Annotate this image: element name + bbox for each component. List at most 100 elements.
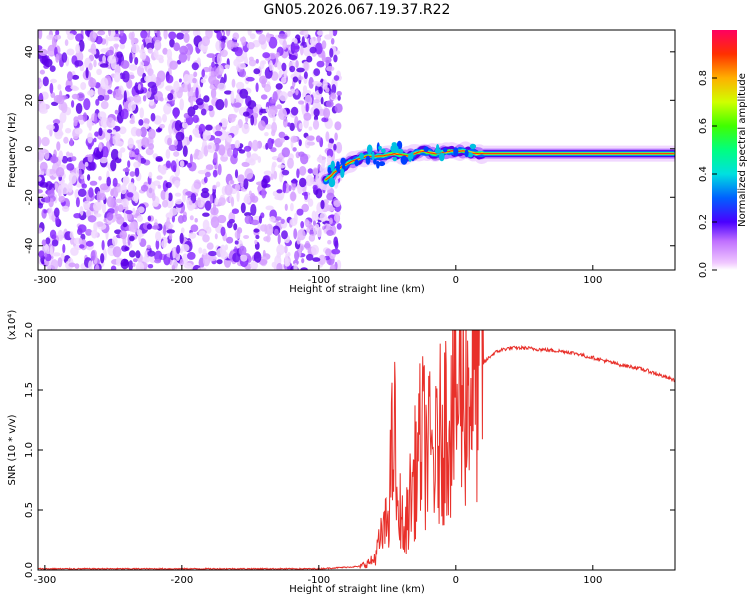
noise-blob: [98, 127, 103, 137]
noise-blob: [212, 202, 217, 214]
snr-panel: -300 -200 -100 0 100 0.0 0.5 1.0 1.5 2.0 Height …: [7, 310, 676, 595]
noise-blob: [82, 112, 88, 122]
noise-blob: [243, 145, 252, 152]
noise-blob: [140, 126, 147, 138]
noise-blob: [209, 194, 214, 205]
noise-blob: [306, 141, 315, 146]
noise-blob: [293, 262, 298, 270]
top-x-ticks: -300 -200 -100 0 100: [33, 265, 602, 286]
noise-blob: [274, 228, 279, 237]
noise-blob: [133, 161, 141, 169]
ridge-speckle: [373, 159, 377, 165]
noise-blob: [106, 212, 114, 221]
noise-blob: [243, 196, 251, 204]
noise-blob: [220, 49, 228, 58]
noise-blob: [327, 142, 333, 149]
y-multiplier-label: (x10⁴): [7, 310, 18, 341]
noise-blob: [287, 252, 291, 257]
noise-blob: [162, 113, 167, 123]
x-tick-label: -200: [170, 275, 193, 286]
noise-blob: [146, 223, 153, 230]
noise-blob: [284, 245, 288, 254]
noise-blob: [239, 36, 247, 43]
noise-blob: [250, 203, 257, 216]
noise-blob: [275, 52, 280, 58]
noise-blob: [192, 127, 200, 136]
noise-blob: [224, 184, 233, 196]
noise-blob: [305, 102, 309, 113]
noise-blob: [176, 244, 181, 254]
noise-blob: [165, 160, 171, 169]
noise-blob: [233, 102, 242, 108]
y-tick-label: 1.0: [24, 442, 35, 458]
noise-blob: [215, 124, 222, 132]
bottom-y-ticks: 0.0 0.5 1.0 1.5 2.0: [24, 322, 675, 578]
y-tick-label: 0.0: [24, 562, 35, 578]
noise-blob: [100, 77, 109, 90]
noise-blob: [175, 199, 183, 205]
noise-blob: [107, 89, 113, 95]
noise-blob: [329, 30, 334, 38]
noise-blob: [133, 193, 139, 204]
chart-title: GN05.2026.067.19.37.R22: [264, 2, 451, 18]
noise-blob: [318, 254, 327, 265]
noise-blob: [259, 60, 265, 70]
noise-blob: [107, 55, 117, 64]
noise-blob: [276, 244, 285, 256]
noise-blob: [312, 119, 320, 130]
noise-blob: [126, 192, 134, 198]
noise-blob: [197, 197, 201, 207]
noise-blob: [330, 92, 337, 100]
x-tick-label: -300: [33, 275, 56, 286]
noise-blob: [335, 141, 343, 154]
noise-blob: [154, 54, 164, 61]
noise-blob: [303, 71, 308, 79]
noise-blob: [115, 30, 119, 34]
noise-blob: [325, 100, 334, 108]
noise-blob: [110, 188, 114, 196]
noise-blob: [69, 231, 74, 239]
noise-blob: [147, 68, 154, 76]
noise-blob: [236, 190, 240, 202]
noise-blob: [312, 167, 319, 176]
noise-blob: [147, 215, 152, 222]
noise-blob: [240, 202, 246, 214]
noise-blob: [106, 196, 114, 208]
noise-blob: [52, 119, 61, 125]
noise-blob: [326, 204, 335, 212]
noise-blob: [261, 178, 268, 189]
noise-blob: [118, 54, 122, 66]
noise-blob: [133, 94, 142, 103]
noise-blob: [298, 76, 304, 81]
noise-blob: [109, 135, 113, 148]
noise-blob: [271, 161, 277, 168]
noise-blob: [263, 83, 271, 93]
noise-blob: [238, 62, 246, 70]
ridge-speckle: [439, 152, 445, 162]
noise-blob: [163, 30, 168, 40]
noise-blob: [244, 215, 252, 225]
noise-blob: [79, 244, 85, 249]
noise-blob: [270, 173, 274, 181]
noise-blob: [131, 43, 140, 54]
noise-blob: [156, 175, 163, 180]
noise-blob: [138, 119, 144, 126]
noise-blob: [145, 35, 153, 45]
noise-blob: [162, 199, 169, 208]
noise-blob: [85, 67, 89, 79]
noise-blob: [290, 135, 298, 143]
noise-blob: [100, 100, 109, 110]
noise-blob: [279, 137, 285, 143]
noise-blob: [65, 127, 72, 134]
noise-blob: [279, 91, 288, 102]
noise-blob: [115, 213, 122, 220]
noise-blob: [128, 64, 138, 71]
noise-blob: [300, 221, 305, 229]
noise-blob: [227, 147, 232, 157]
noise-blob: [304, 219, 310, 226]
noise-blob: [145, 90, 152, 99]
noise-blob: [77, 188, 87, 197]
noise-blob: [253, 251, 262, 263]
noise-blob: [269, 98, 276, 104]
noise-blob: [290, 191, 297, 202]
